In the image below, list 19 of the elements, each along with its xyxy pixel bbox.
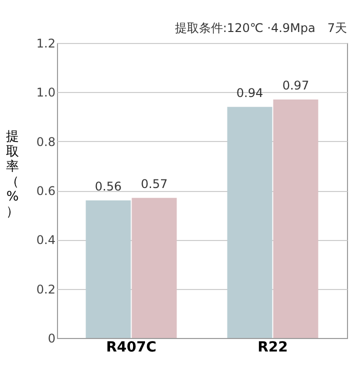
y-tick-label: 0.2 [36,282,56,296]
y-tick-label: 0.8 [36,134,56,149]
data-label: 0.94 [236,86,264,100]
x-tick-label: R407C [106,340,156,356]
bar [86,200,131,338]
bar [132,198,177,338]
y-tick-label: 1.0 [36,86,56,100]
data-label: 0.57 [140,176,168,191]
y-axis-title: 提取率（%） [6,130,19,220]
y-tick-label: 0.6 [36,184,56,198]
data-label: 0.56 [94,179,122,194]
bar [227,106,272,338]
y-tick-label: 1.2 [36,36,56,50]
data-label: 0.97 [282,78,310,93]
text: 提取条件:120℃ ·4.9Mpa 7天 [174,21,347,35]
y-tick-label: 0.4 [36,233,56,248]
y-tick-label: 0 [48,332,56,346]
x-tick-label: R22 [258,340,288,356]
bar [273,100,318,338]
